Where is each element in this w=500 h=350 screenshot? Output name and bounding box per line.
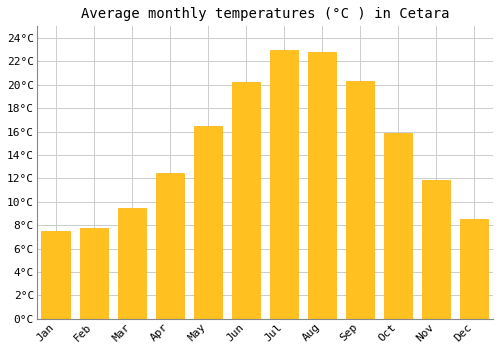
Bar <box>194 126 222 319</box>
Bar <box>42 231 70 319</box>
Bar <box>384 133 412 319</box>
Bar <box>308 52 336 319</box>
Bar <box>270 50 298 319</box>
Bar <box>422 180 450 319</box>
Bar <box>232 83 260 319</box>
Bar <box>80 228 108 319</box>
Bar <box>156 173 184 319</box>
Bar <box>346 81 374 319</box>
Bar <box>460 219 488 319</box>
Title: Average monthly temperatures (°C ) in Cetara: Average monthly temperatures (°C ) in Ce… <box>80 7 449 21</box>
Bar <box>118 208 146 319</box>
